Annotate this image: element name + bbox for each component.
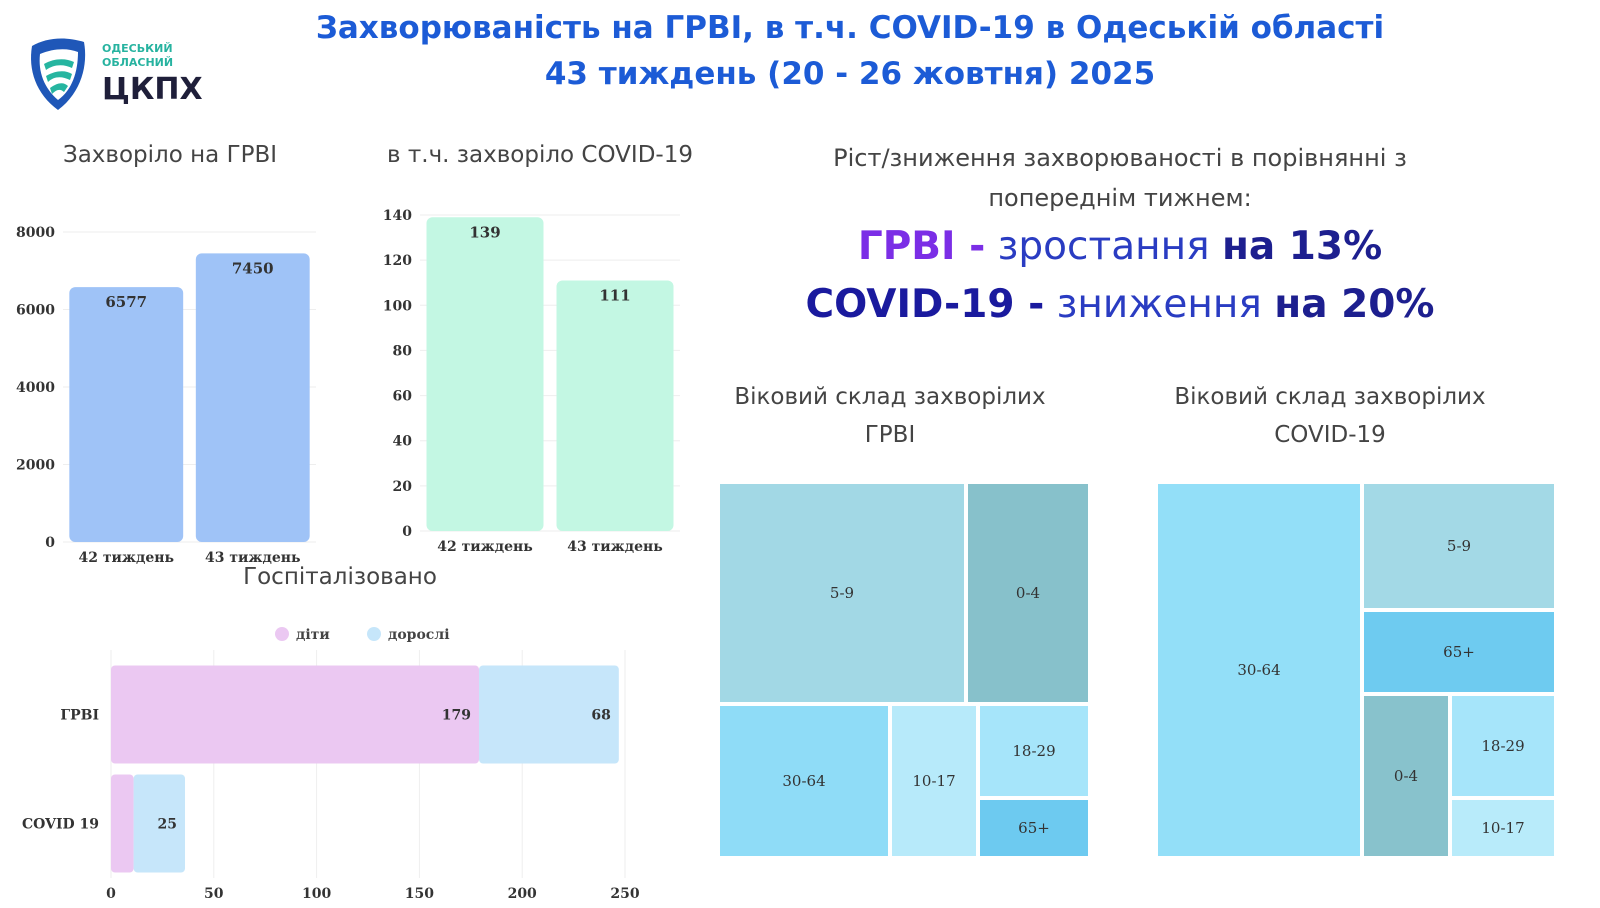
x-tick-label: 150 [405,886,434,900]
covid-chart-title: в т.ч. захворіло COVID-19 [387,142,693,168]
hosp-bar-chart: 0 50 100 150 200 250 діти дорослі ГРВІ 179 68 COVID… [22,627,640,900]
treemap-cell: 5-9 [1362,482,1556,610]
x-tick-label: 0 [106,886,116,900]
logo-line2: ОБЛАСНИЙ [102,56,174,69]
legend-marker [275,627,289,641]
y-tick-label: 2000 [16,458,55,474]
treemap-cell: 18-29 [978,704,1090,798]
treemap-cell: 10-17 [1450,798,1556,858]
logo-line1: ОДЕСЬКИЙ [102,42,173,55]
treemap-cell: 30-64 [1156,482,1362,858]
treemap-cell: 0-4 [966,482,1090,704]
data-label: 25 [158,817,177,833]
hosp-chart-title: Госпіталізовано [243,564,437,590]
legend-label: діти [296,627,330,643]
y-tick-label: 0 [45,535,55,551]
page-subtitle: 43 тиждень (20 - 26 жовтня) 2025 [544,56,1156,92]
data-label: 7450 [232,259,274,277]
bar [195,253,310,542]
treemap-cell: 65+ [1362,610,1556,694]
shield-icon [31,38,86,110]
bar-segment [111,774,134,873]
grvi-growth-line: ГРВІ - зростання на 13% [760,224,1480,269]
y-tick-label: 0 [402,524,412,540]
bar [556,280,674,531]
y-tick-label: 8000 [16,225,55,241]
data-label: 139 [469,223,500,241]
bar-segment [479,665,619,764]
age-covid-title: Віковий склад захворілих COVID-19 [1174,384,1486,448]
bar [69,287,184,542]
legend-label: дорослі [388,627,450,643]
data-label: 6577 [105,293,147,311]
x-tick-label: 42 тиждень [437,539,533,555]
bar [426,217,544,531]
y-tick-label: ГРВІ [60,708,99,724]
legend-marker [367,627,381,641]
x-tick-label: 200 [508,886,537,900]
grvi-growth-label: ГРВІ - [857,224,986,269]
age-covid-treemap: 30-64 5-9 65+ 0-4 18-29 10-17 [1156,482,1556,858]
grvi-growth-text: зростання [985,224,1222,269]
y-tick-label: 100 [383,298,412,314]
x-tick-label: 250 [610,886,639,900]
bar-segment [111,665,480,764]
treemap-cell: 18-29 [1450,694,1556,798]
treemap-cell: 0-4 [1362,694,1450,858]
treemap-cell: 5-9 [718,482,966,704]
data-label: 179 [442,708,471,724]
page-title: Захворюваність на ГРВІ, в т.ч. COVID-19 … [315,10,1385,46]
age-grvi-title: Віковий склад захворілих ГРВІ [734,384,1046,448]
y-tick-label: 60 [393,389,413,405]
x-tick-label: 50 [204,886,224,900]
x-tick-label: 43 тиждень [567,539,663,555]
treemap-cell: 65+ [978,798,1090,858]
treemap-cell: 10-17 [890,704,978,858]
x-tick-label: 42 тиждень [78,550,174,566]
y-tick-label: COVID 19 [22,817,99,833]
covid-growth-text: зниження [1044,282,1275,327]
y-tick-label: 120 [383,253,412,269]
logo-name: ЦКПХ [102,72,203,107]
data-label: 111 [599,286,630,304]
x-tick-label: 100 [302,886,331,900]
logo: ОДЕСЬКИЙ ОБЛАСНИЙ ЦКПХ [24,34,204,114]
covid-bar-chart: 0 20 40 60 80 100 120 140 139 42 тиждень 111 43 тиж… [383,208,680,555]
x-tick-label: 43 тиждень [205,550,301,566]
covid-growth-label: COVID-19 - [805,282,1045,327]
grvi-growth-value: на 13% [1221,224,1383,269]
y-tick-label: 4000 [16,380,55,396]
y-tick-label: 6000 [16,303,55,319]
y-tick-label: 140 [383,208,412,224]
bar-segment [133,774,186,873]
covid-growth-line: COVID-19 - зниження на 20% [760,282,1480,327]
y-tick-label: 80 [393,343,413,359]
y-tick-label: 40 [393,434,413,450]
y-tick-label: 20 [393,479,413,495]
growth-heading-1: Ріст/зниження захворюваності в порівнянн… [833,144,1407,172]
grvi-bar-chart: 0 2000 4000 6000 8000 6577 42 тиждень 7450 43 ти… [16,225,316,566]
covid-growth-value: на 20% [1274,282,1435,327]
age-grvi-treemap: 5-9 0-4 30-64 10-17 18-29 65+ [718,482,1090,858]
data-label: 68 [591,708,610,724]
growth-heading-2: попереднім тижнем: [988,184,1252,212]
grvi-chart-title: Захворіло на ГРВІ [62,142,278,168]
treemap-cell: 30-64 [718,704,890,858]
